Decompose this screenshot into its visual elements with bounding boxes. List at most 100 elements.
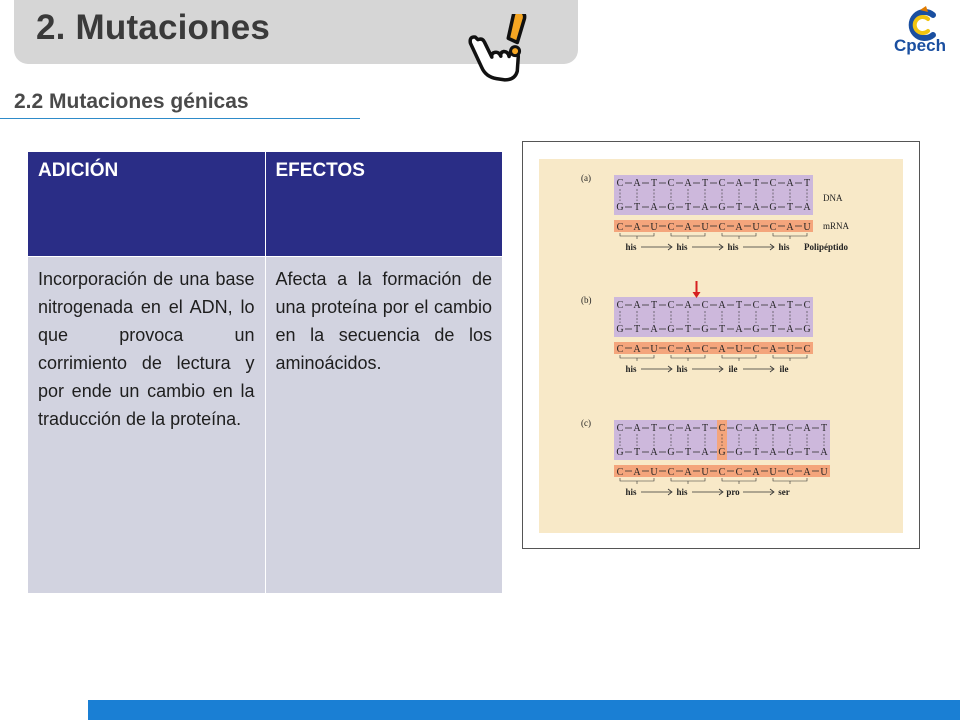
dna-base-top: A xyxy=(684,178,692,189)
mrna-base: U xyxy=(786,344,794,355)
dna-base-bottom: G xyxy=(718,447,725,458)
amino-acid: his xyxy=(625,364,637,374)
peptide-arrow-head xyxy=(718,488,724,496)
dna-base-bottom: G xyxy=(735,447,742,458)
dna-base-bottom: T xyxy=(634,202,640,213)
dna-base-bottom: A xyxy=(752,202,760,213)
mrna-base: U xyxy=(650,344,658,355)
mrna-base: U xyxy=(701,467,709,478)
insertion-arrow-head xyxy=(692,292,701,298)
dna-base-top: T xyxy=(702,178,708,189)
inserted-base-highlight xyxy=(717,420,727,460)
dna-base-top: C xyxy=(617,178,624,189)
codon-bracket xyxy=(721,478,757,484)
dna-base-top: A xyxy=(769,300,777,311)
mrna-base: A xyxy=(633,344,641,355)
dna-base-top: T xyxy=(651,300,657,311)
table-row: Incorporación de una base nitrogenada en… xyxy=(27,256,503,594)
mrna-base: U xyxy=(735,344,743,355)
peptide-arrow-head xyxy=(769,365,775,373)
peptide-arrow-head xyxy=(769,488,775,496)
mrna-base: C xyxy=(719,222,726,233)
amino-acid: ser xyxy=(778,487,790,497)
mrna-base: U xyxy=(769,467,777,478)
dna-base-bottom: G xyxy=(667,447,674,458)
amino-acid: pro xyxy=(726,487,740,497)
dna-base-top: C xyxy=(668,178,675,189)
dna-base-top: C xyxy=(719,423,726,434)
dna-base-top: C xyxy=(668,423,675,434)
pointing-hand-icon xyxy=(468,14,527,82)
dna-base-bottom: T xyxy=(634,447,640,458)
codon-bracket xyxy=(772,478,808,484)
amino-acid: ile xyxy=(729,364,738,374)
amino-acid: his xyxy=(625,242,637,252)
dna-base-top: A xyxy=(684,300,692,311)
mrna-base: A xyxy=(769,344,777,355)
panel-label: (c) xyxy=(581,418,591,428)
dna-base-top: T xyxy=(787,300,793,311)
dna-base-bottom: G xyxy=(752,324,759,335)
mrna-base: C xyxy=(702,344,709,355)
mrna-base: A xyxy=(803,467,811,478)
mrna-base: C xyxy=(668,467,675,478)
mrna-base: C xyxy=(770,222,777,233)
protein-label: Polipéptido xyxy=(804,242,849,252)
mutation-table: ADICIÓN EFECTOS Incorporación de una bas… xyxy=(27,151,503,594)
dna-base-bottom: T xyxy=(736,202,742,213)
dna-base-top: T xyxy=(702,423,708,434)
peptide-arrow-head xyxy=(718,365,724,373)
dna-base-top: A xyxy=(803,423,811,434)
peptide-arrow-head xyxy=(718,243,724,251)
codon-bracket xyxy=(721,355,757,361)
dna-box xyxy=(614,297,813,337)
amino-acid: his xyxy=(676,487,688,497)
mrna-base: C xyxy=(668,222,675,233)
dna-base-top: T xyxy=(753,178,759,189)
dna-base-bottom: T xyxy=(804,447,810,458)
dna-base-top: C xyxy=(719,178,726,189)
mrna-base: A xyxy=(684,222,692,233)
dna-base-top: A xyxy=(735,178,743,189)
mrna-base: U xyxy=(752,222,760,233)
dna-base-top: C xyxy=(770,178,777,189)
mrna-base: A xyxy=(752,467,760,478)
peptide-arrow-head xyxy=(667,243,673,251)
amino-acid: his xyxy=(727,242,739,252)
mrna-base: C xyxy=(719,467,726,478)
amino-acid: ile xyxy=(780,364,789,374)
mrna-base: U xyxy=(650,467,658,478)
mrna-base: U xyxy=(650,222,658,233)
peptide-arrow-head xyxy=(667,365,673,373)
mrna-base: A xyxy=(684,344,692,355)
subtitle-underline xyxy=(0,118,360,119)
dna-base-top: T xyxy=(736,300,742,311)
mrna-base: A xyxy=(633,222,641,233)
peptide-arrow-head xyxy=(667,488,673,496)
dna-base-bottom: A xyxy=(701,447,709,458)
dna-base-bottom: A xyxy=(769,447,777,458)
dna-base-top: C xyxy=(804,300,811,311)
dna-base-bottom: G xyxy=(616,447,623,458)
dna-base-bottom: T xyxy=(719,324,725,335)
panel-label: (a) xyxy=(581,173,591,183)
dna-base-top: C xyxy=(702,300,709,311)
mrna-base: A xyxy=(684,467,692,478)
mrna-base: A xyxy=(786,222,794,233)
dna-base-bottom: G xyxy=(667,324,674,335)
mrna-box xyxy=(614,465,830,477)
dna-base-bottom: A xyxy=(650,447,658,458)
dna-base-top: A xyxy=(718,300,726,311)
mutation-figure: (a) C A T C A T C A T C A T G T A G T A G T A G T A DNA C A U C A U C A U C… xyxy=(522,141,920,549)
codon-bracket xyxy=(670,478,706,484)
dna-base-bottom: A xyxy=(735,324,743,335)
dna-base-bottom: T xyxy=(685,447,691,458)
mrna-base: C xyxy=(804,344,811,355)
dna-base-bottom: T xyxy=(685,202,691,213)
dna-base-top: C xyxy=(617,423,624,434)
codon-bracket xyxy=(721,233,757,239)
mrna-base: C xyxy=(617,467,624,478)
codon-bracket xyxy=(619,233,655,239)
mrna-label: mRNA xyxy=(823,221,850,231)
